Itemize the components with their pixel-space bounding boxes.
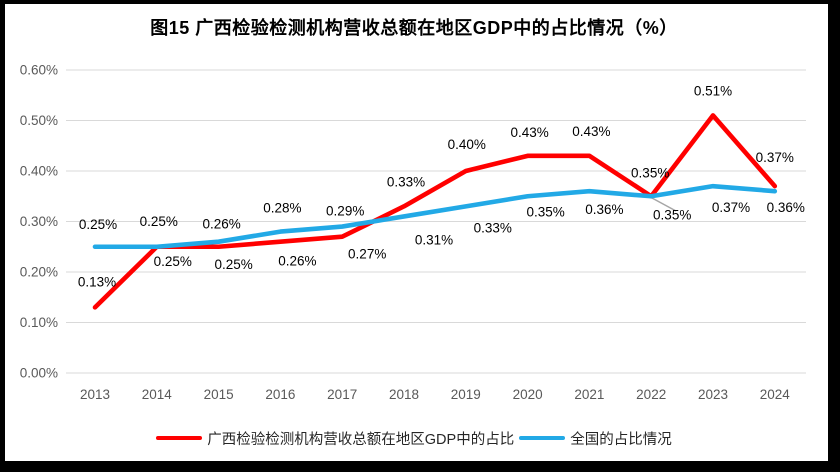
x-tick-label: 2024: [760, 387, 791, 402]
series-line-national: [92, 183, 778, 250]
data-label: 0.26%: [278, 254, 316, 269]
chart-title: 图15 广西检验检测机构营收总额在地区GDP中的占比情况（%）: [150, 18, 678, 38]
data-label: 0.51%: [694, 83, 732, 98]
x-tick-label: 2021: [574, 387, 604, 402]
y-tick-label: 0.00%: [20, 366, 58, 381]
data-label: 0.28%: [263, 201, 301, 216]
data-label: 0.25%: [214, 257, 252, 272]
data-label: 0.36%: [767, 200, 805, 215]
x-tick-label: 2014: [142, 387, 173, 402]
y-tick-label: 0.40%: [20, 164, 58, 179]
legend-line-guangxi-icon: [156, 435, 203, 441]
figure-border-top: [0, 0, 840, 4]
data-label: 0.25%: [140, 214, 178, 229]
x-tick-label: 2015: [204, 387, 234, 402]
data-label: 0.35%: [653, 207, 691, 222]
figure-border-left: [0, 0, 5, 472]
data-label: 0.43%: [510, 125, 548, 140]
legend: 广西检验检测机构营收总额在地区GDP中的占比 全国的占比情况: [0, 425, 828, 451]
data-label: 0.37%: [712, 200, 750, 215]
series-line-guangxi: [92, 113, 778, 310]
figure-border-bottom: [0, 461, 840, 472]
x-tick-label: 2016: [265, 387, 295, 402]
x-tick-label: 2019: [451, 387, 481, 402]
figure-border-right: [828, 0, 840, 472]
data-label: 0.29%: [326, 204, 364, 219]
legend-line-national-icon: [519, 435, 566, 441]
data-label: 0.43%: [572, 124, 610, 139]
data-label: 0.33%: [387, 174, 425, 189]
y-tick-label: 0.20%: [20, 265, 58, 280]
data-label: 0.33%: [474, 220, 512, 235]
data-label: 0.36%: [585, 202, 623, 217]
data-label: 0.27%: [348, 247, 386, 262]
data-label: 0.35%: [526, 204, 564, 219]
data-label: 0.13%: [78, 274, 116, 289]
data-label: 0.40%: [448, 137, 486, 152]
data-label: 0.26%: [202, 217, 240, 232]
legend-label-guangxi: 广西检验检测机构营收总额在地区GDP中的占比: [207, 431, 515, 448]
data-label: 0.31%: [415, 232, 453, 247]
data-label: 0.37%: [756, 150, 794, 165]
data-label: 0.25%: [154, 254, 192, 269]
leader-line: [651, 197, 677, 212]
data-label: 0.25%: [79, 217, 117, 232]
x-tick-label: 2013: [80, 387, 110, 402]
x-tick-label: 2018: [389, 387, 419, 402]
data-label: 0.35%: [631, 165, 669, 180]
x-tick-label: 2020: [513, 387, 543, 402]
y-tick-label: 0.10%: [20, 315, 58, 330]
y-tick-label: 0.50%: [20, 113, 58, 128]
x-tick-label: 2022: [636, 387, 666, 402]
legend-label-national: 全国的占比情况: [570, 431, 672, 448]
x-tick-label: 2023: [698, 387, 728, 402]
y-tick-label: 0.30%: [20, 214, 58, 229]
x-tick-label: 2017: [327, 387, 357, 402]
y-tick-label: 0.60%: [20, 63, 58, 78]
